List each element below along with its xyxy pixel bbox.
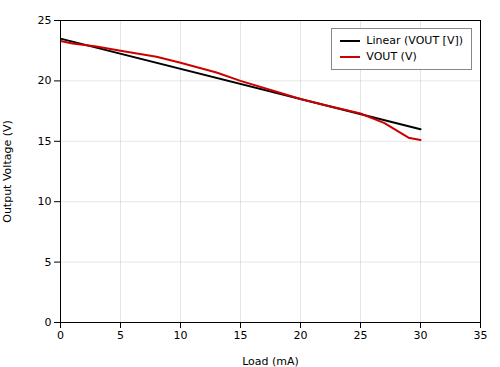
html-text:VOUT (V): VOUT (V) [366,50,417,63]
svg-text:0: 0 [57,329,64,342]
html-text:Linear (VOUT [V]): Linear (VOUT [V]) [366,34,463,47]
svg-text:Load (mA): Load (mA) [242,355,299,367]
svg-text:15: 15 [38,135,52,148]
svg-text:5: 5 [45,256,52,269]
svg-text:0: 0 [45,316,52,329]
svg-text:20: 20 [294,329,308,342]
svg-text:25: 25 [354,329,368,342]
svg-text:5: 5 [117,329,124,342]
svg-text:10: 10 [174,329,188,342]
svg-text:10: 10 [38,195,52,208]
svg-text:35: 35 [474,329,488,342]
svg-text:Output Voltage (V): Output Voltage (V) [1,120,14,223]
svg-text:15: 15 [234,329,248,342]
svg-text:30: 30 [414,329,428,342]
svg-text:20: 20 [38,74,52,87]
svg-text:25: 25 [38,14,52,27]
